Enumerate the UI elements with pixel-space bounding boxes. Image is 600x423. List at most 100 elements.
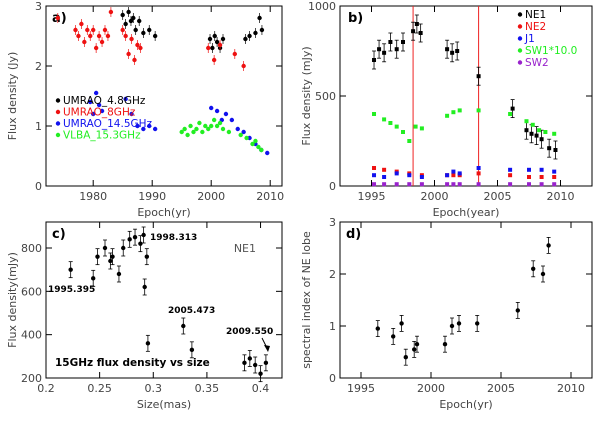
plot-frame xyxy=(45,5,283,187)
data-point xyxy=(132,234,138,240)
y-tick-label: 1000 xyxy=(308,0,336,13)
data-point xyxy=(138,241,143,246)
data-point xyxy=(123,21,128,27)
data-point xyxy=(552,131,557,136)
data-point xyxy=(253,30,258,36)
legend-marker xyxy=(517,12,523,17)
data-point xyxy=(382,50,387,55)
data-point xyxy=(394,47,399,52)
data-point xyxy=(241,129,246,135)
x-tick-label: 0.35 xyxy=(195,382,220,395)
data-point xyxy=(181,323,186,329)
panel-c: 0.2 0.25 0.3 0.35 0.4 200 400 600 800 Size(mas) Fl… xyxy=(6,221,283,411)
plot-caption: 15GHz flux density vs size xyxy=(55,357,210,369)
data-point xyxy=(476,171,481,176)
series-sw2 xyxy=(372,182,557,187)
data-point xyxy=(238,132,243,138)
data-point xyxy=(131,15,136,21)
x-axis-label: Epoch(yr) xyxy=(137,206,190,219)
y-axis-label: spectral index of NE lobe xyxy=(300,231,313,369)
data-point xyxy=(142,284,147,290)
legend-entry: SW1*10.0 xyxy=(525,45,577,57)
data-point xyxy=(250,141,255,147)
legend-entry: UMRAO_8GHz xyxy=(63,107,136,119)
data-point xyxy=(372,112,377,116)
data-point xyxy=(110,254,115,259)
data-point xyxy=(129,111,134,117)
data-point xyxy=(476,108,481,113)
y-tick-label: 2 xyxy=(329,268,336,281)
data-point xyxy=(382,167,387,172)
data-point xyxy=(141,232,146,238)
legend-entry: NE2 xyxy=(525,21,546,33)
epoch-annotation: 2005.473 xyxy=(168,306,215,316)
data-point xyxy=(226,129,232,135)
data-point xyxy=(456,321,462,326)
y-tick-label: 0 xyxy=(329,180,336,193)
data-point xyxy=(377,47,382,52)
x-tick-label: 0.2 xyxy=(37,382,55,395)
plot-frame xyxy=(339,221,593,379)
data-point xyxy=(457,171,462,176)
legend-entry: J1 xyxy=(524,33,535,45)
data-point xyxy=(413,124,418,129)
data-point xyxy=(123,96,128,102)
y-tick-label: 2 xyxy=(35,60,42,73)
y-axis-label: Flux density (mJy) xyxy=(300,46,313,145)
data-point xyxy=(79,21,84,27)
data-point xyxy=(91,27,96,33)
legend-marker xyxy=(55,132,61,138)
data-point xyxy=(552,169,557,174)
data-point xyxy=(419,182,424,187)
x-axis-label: Epoch(year) xyxy=(433,206,500,219)
data-point xyxy=(229,117,235,123)
data-point xyxy=(442,342,448,347)
series-ne1 xyxy=(372,14,558,160)
data-point xyxy=(414,342,420,347)
data-point xyxy=(123,33,128,39)
panel-letter: d) xyxy=(346,227,361,242)
data-point xyxy=(391,334,396,339)
data-point xyxy=(372,173,377,178)
data-point xyxy=(508,167,513,172)
component-label: NE1 xyxy=(234,242,256,255)
data-point xyxy=(475,321,480,326)
data-point xyxy=(217,120,223,126)
data-point xyxy=(524,119,529,124)
data-point xyxy=(242,360,247,366)
data-point xyxy=(372,166,377,170)
legend-marker xyxy=(517,48,523,53)
data-point xyxy=(85,27,90,33)
data-point xyxy=(411,29,416,34)
data-point xyxy=(244,135,249,141)
legend-marker xyxy=(517,36,523,41)
data-point xyxy=(372,182,377,187)
y-tick-label: 500 xyxy=(315,90,336,103)
data-point xyxy=(445,113,450,118)
data-point xyxy=(259,147,264,153)
legend-marker xyxy=(55,98,61,103)
y-axis-label: Flux density(mJy) xyxy=(6,252,19,348)
x-tick-label: 2010 xyxy=(256,190,284,203)
data-point xyxy=(147,27,152,33)
y-tick-label: 800 xyxy=(21,242,42,255)
data-point xyxy=(534,133,539,138)
data-point xyxy=(191,129,196,135)
data-point xyxy=(540,271,546,277)
series-vlba-15-3ghz xyxy=(179,117,264,153)
plot-frame xyxy=(45,221,283,379)
x-tick-label: 0.3 xyxy=(145,382,163,395)
x-tick-label: 1980 xyxy=(79,190,107,203)
data-point xyxy=(116,271,122,277)
data-point xyxy=(55,15,60,21)
data-point xyxy=(451,182,456,187)
data-point xyxy=(401,130,405,134)
data-point xyxy=(241,63,246,69)
data-point xyxy=(476,74,481,79)
data-point xyxy=(457,182,462,187)
data-point xyxy=(265,150,270,156)
x-tick-label: 2010 xyxy=(557,382,585,395)
data-point xyxy=(382,175,387,179)
data-point xyxy=(209,105,214,111)
data-point xyxy=(539,175,544,179)
